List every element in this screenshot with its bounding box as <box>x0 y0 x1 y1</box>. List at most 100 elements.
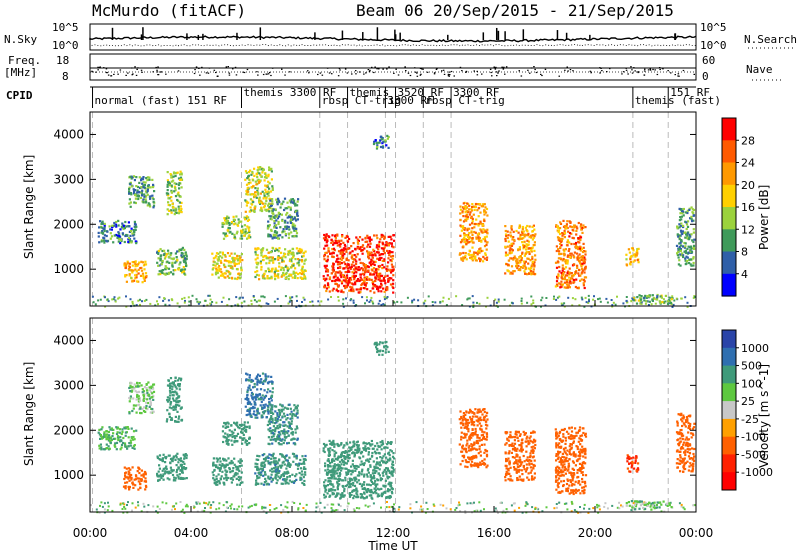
heatmap-cell <box>467 237 470 240</box>
freq-dot <box>106 72 108 74</box>
heatmap-cell <box>237 272 240 275</box>
heatmap-cell <box>259 404 262 407</box>
heatmap-cell <box>138 261 141 264</box>
heatmap-cell <box>337 299 340 302</box>
heatmap-cell <box>140 179 143 182</box>
heatmap-cell <box>468 227 471 230</box>
freq-dot <box>243 71 246 74</box>
heatmap-cell <box>334 273 337 276</box>
heatmap-cell <box>226 252 230 255</box>
heatmap-cell <box>662 301 665 304</box>
heatmap-cell <box>580 271 584 274</box>
heatmap-cell <box>243 234 246 237</box>
heatmap-cell <box>366 250 369 253</box>
heatmap-cell <box>135 385 138 388</box>
heatmap-cell <box>223 265 226 269</box>
heatmap-cell <box>381 146 385 149</box>
heatmap-cell <box>178 248 181 251</box>
heatmap-cell <box>105 433 108 436</box>
heatmap-cell <box>598 508 601 511</box>
heatmap-cell <box>459 212 462 215</box>
heatmap-cell <box>286 216 289 219</box>
heatmap-cell <box>468 204 471 207</box>
noise-strip <box>89 23 697 51</box>
heatmap-cell <box>215 252 219 255</box>
heatmap-cell <box>232 467 235 470</box>
heatmap-cell <box>343 267 346 270</box>
heatmap-cell <box>138 471 141 475</box>
heatmap-cell <box>573 509 576 512</box>
heatmap-cell <box>275 219 278 222</box>
heatmap-cell <box>466 502 469 505</box>
heatmap-cell <box>506 245 509 248</box>
heatmap-cell <box>170 252 173 255</box>
heatmap-cell <box>136 385 139 388</box>
heatmap-cell <box>485 258 488 261</box>
heatmap-cell <box>390 260 393 263</box>
heatmap-cell <box>678 207 681 210</box>
heatmap-cell <box>224 426 227 429</box>
heatmap-cell <box>469 256 472 259</box>
heatmap-cell <box>277 237 280 240</box>
heatmap-cell <box>144 484 148 487</box>
heatmap-cell <box>183 477 186 480</box>
heatmap-cell <box>236 483 239 486</box>
heatmap-cell <box>692 504 695 507</box>
heatmap-cell <box>175 182 178 185</box>
heatmap-cell <box>295 235 298 238</box>
heatmap-cell <box>496 509 498 512</box>
heatmap-cell <box>275 269 279 272</box>
heatmap-cell <box>575 229 578 232</box>
heatmap-cell <box>388 510 391 512</box>
heatmap-cell <box>109 237 112 240</box>
heatmap-cell <box>478 203 481 206</box>
heatmap-cell <box>180 463 183 466</box>
heatmap-cell <box>136 189 139 192</box>
heatmap-cell <box>127 427 130 430</box>
heatmap-cell <box>272 259 275 262</box>
heatmap-cell <box>236 254 239 257</box>
heatmap-cell <box>385 244 388 247</box>
heatmap-cell <box>660 510 663 513</box>
freq-dot <box>473 70 475 72</box>
heatmap-cell <box>464 511 467 514</box>
heatmap-cell <box>540 299 543 302</box>
heatmap-cell <box>361 238 364 241</box>
heatmap-cell <box>168 382 172 385</box>
heatmap-cell <box>270 395 273 398</box>
heatmap-cell <box>678 502 681 505</box>
heatmap-cell <box>250 378 253 382</box>
heatmap-cell <box>628 251 631 254</box>
heatmap-cell <box>584 267 587 270</box>
heatmap-cell <box>692 208 696 212</box>
heatmap-cell <box>253 207 257 210</box>
freq-dot <box>216 75 219 77</box>
heatmap-cell <box>471 253 474 257</box>
heatmap-cell <box>278 262 281 265</box>
heatmap-cell <box>339 274 342 277</box>
heatmap-cell <box>571 236 574 239</box>
heatmap-cell <box>206 304 209 307</box>
heatmap-cell <box>255 413 258 417</box>
heatmap-cell <box>463 237 466 240</box>
heatmap-cell <box>459 252 462 255</box>
heatmap-cell <box>119 228 122 231</box>
heatmap-cell <box>239 277 242 280</box>
heatmap-cell <box>592 298 595 301</box>
heatmap-cell <box>540 305 542 308</box>
heatmap-cell <box>387 251 390 254</box>
heatmap-cell <box>228 467 231 470</box>
heatmap-cell <box>156 474 159 477</box>
heatmap-cell <box>111 298 114 301</box>
heatmap-cell <box>524 260 527 263</box>
heatmap-cell <box>144 260 147 263</box>
heatmap-cell <box>257 299 260 302</box>
freq-dot <box>407 72 410 74</box>
heatmap-cell <box>140 384 143 387</box>
heatmap-cell <box>426 508 429 510</box>
heatmap-cell <box>363 277 366 280</box>
heatmap-cell <box>277 273 280 276</box>
heatmap-cell <box>288 214 291 217</box>
heatmap-cell <box>505 235 508 238</box>
heatmap-cell <box>481 224 485 227</box>
